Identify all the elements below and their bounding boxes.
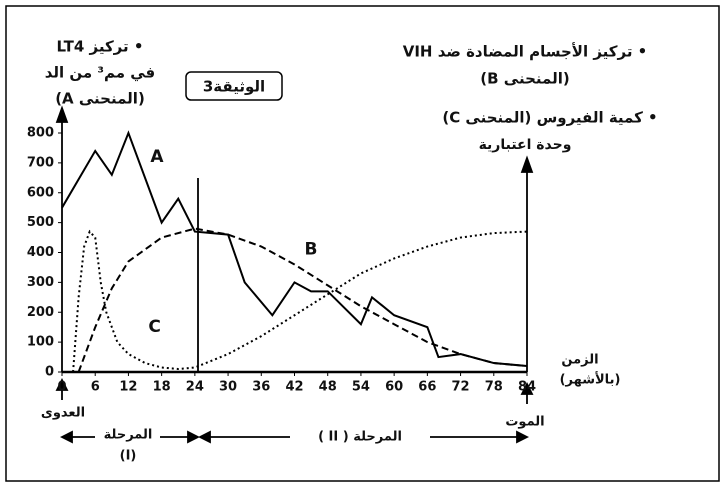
annotation: المرحلة	[104, 428, 153, 443]
x-tick-label: 60	[385, 380, 403, 395]
y-tick-label: 600	[27, 185, 54, 200]
arrows	[55, 105, 534, 444]
line	[77, 227, 528, 373]
x-tick-label: 12	[119, 380, 137, 395]
series-label: A	[150, 147, 164, 167]
left-label: (المنحنى A)	[55, 90, 145, 108]
x-label: (بالأشهر)	[560, 371, 621, 388]
y-tick-label: 0	[45, 365, 54, 380]
series-label: B	[305, 240, 318, 260]
x-tick-label: 24	[186, 380, 204, 395]
right-label: • تركيز الأجسام المضادة ضد VIH	[403, 43, 648, 61]
document-box	[185, 71, 283, 101]
x-tick-label: 66	[418, 380, 436, 395]
right-label: • كمية الفيروس (المنحنى C)	[442, 109, 657, 127]
x-tick-label: 42	[285, 380, 303, 395]
x-tick-label: 36	[252, 380, 270, 395]
annotation: المرحلة ( II )	[318, 430, 402, 445]
x-tick-label: 48	[319, 380, 337, 395]
annotation: الموت	[505, 415, 544, 430]
line	[72, 229, 528, 373]
line	[61, 130, 528, 368]
x-tick-label: 54	[352, 380, 370, 395]
left-label: في مم³ من الد	[45, 64, 156, 82]
y-tick-label: 800	[27, 126, 54, 141]
x-tick-label: 78	[485, 380, 503, 395]
y-tick-label: 700	[27, 155, 54, 170]
x-label: الزمن	[561, 353, 598, 368]
x-tick-label: 18	[153, 380, 171, 395]
y-tick-label: 300	[27, 275, 54, 290]
left-label: • تركيز LT4	[57, 38, 144, 56]
x-tick-label: 72	[452, 380, 470, 395]
y-tick-label: 200	[27, 305, 54, 320]
x-tick-label: 30	[219, 380, 237, 395]
annotation: العدوى	[41, 406, 85, 421]
right-label: (المنحنى B)	[480, 70, 569, 88]
y-tick-label: 400	[27, 245, 54, 260]
annotation: (I)	[120, 449, 137, 464]
x-tick-label: 84	[518, 380, 536, 395]
document-label: الوثيقة3	[203, 78, 265, 96]
right-label: وحدة اعتبارية	[479, 137, 572, 153]
y-tick-label: 500	[27, 215, 54, 230]
y-tick-label: 100	[27, 335, 54, 350]
frame	[5, 5, 720, 482]
x-tick-label: 0	[57, 380, 66, 395]
series-label: C	[148, 317, 160, 337]
x-tick-label: 6	[91, 380, 100, 395]
